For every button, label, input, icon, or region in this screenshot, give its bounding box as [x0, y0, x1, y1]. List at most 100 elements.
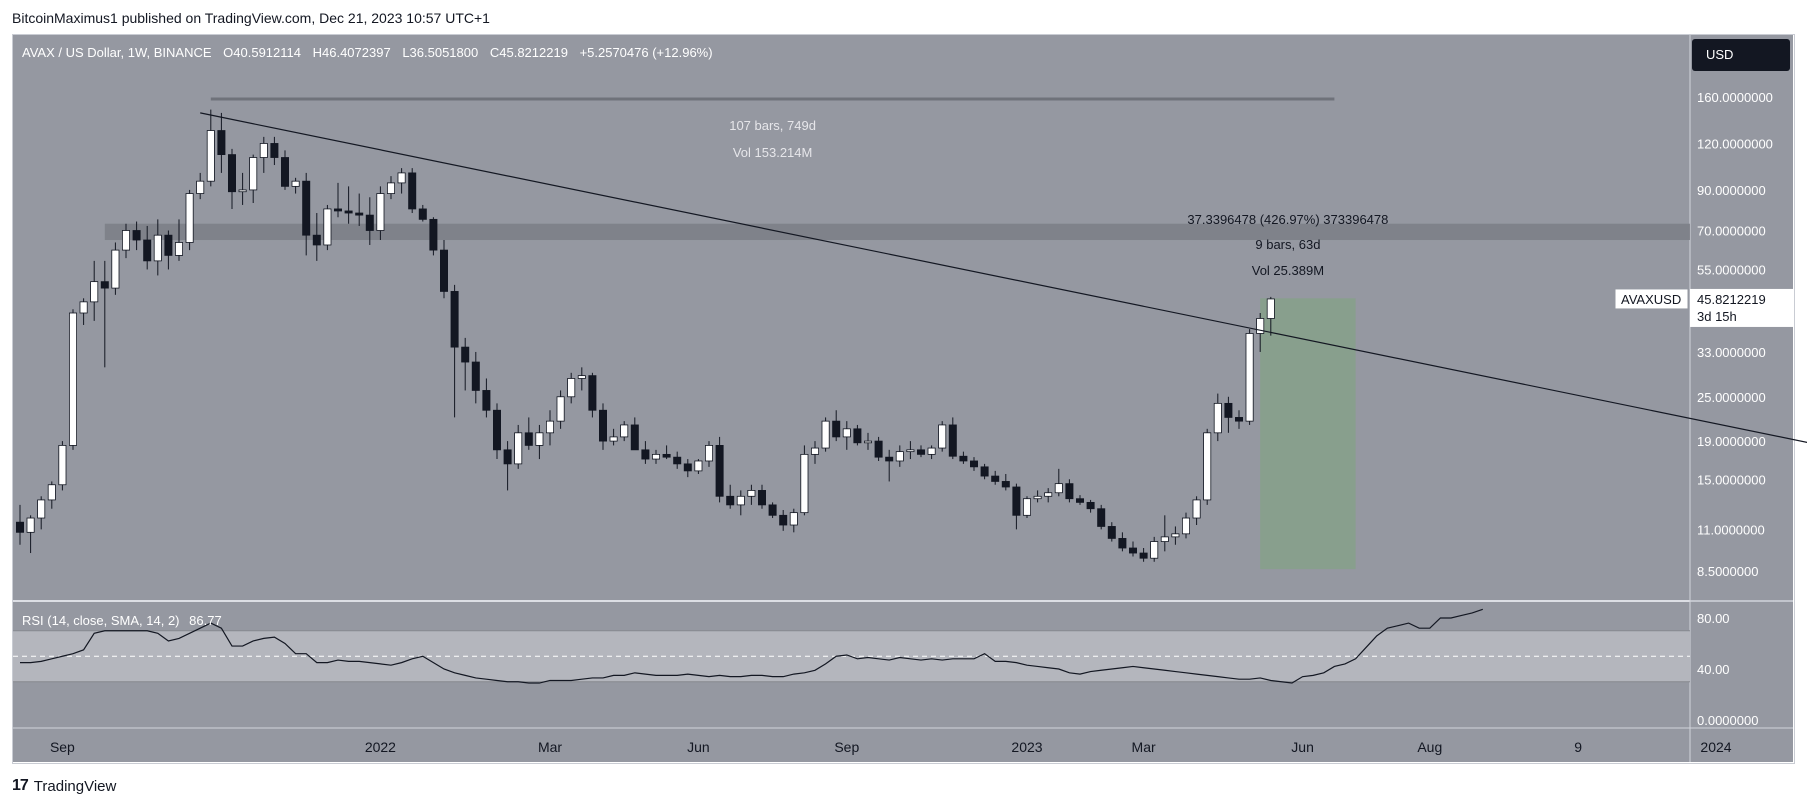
candle-body-up: [386, 182, 395, 194]
range-bars-label: 107 bars, 749d: [729, 118, 816, 133]
candle: [450, 284, 459, 418]
candle-body-up: [1266, 298, 1275, 319]
candle: [1118, 532, 1127, 552]
time-tick-label: Sep: [834, 739, 859, 755]
candle-body-up: [323, 208, 332, 246]
last-price-value: 45.8212219: [1697, 292, 1766, 307]
candle: [779, 510, 788, 531]
candle: [355, 193, 364, 226]
candle: [1033, 490, 1042, 503]
rsi-tick-label: 80.00: [1697, 611, 1730, 626]
candle-body-up: [238, 189, 247, 193]
candle: [948, 417, 957, 460]
candle-body-up: [811, 447, 820, 455]
candle: [397, 168, 406, 194]
candle-body-down: [503, 449, 512, 465]
candle: [906, 441, 915, 460]
candle: [535, 424, 544, 460]
time-axis-bg: [13, 728, 1793, 762]
symbol-tag-label: AVAXUSD: [1621, 292, 1681, 307]
candle-body-down: [683, 463, 692, 472]
candle-body-up: [556, 396, 565, 422]
candle: [832, 410, 841, 442]
candle-body-down: [853, 428, 862, 444]
candle-body-up: [535, 432, 544, 446]
candle-body-up: [927, 447, 936, 455]
candle-body-up: [249, 157, 258, 191]
candle: [492, 403, 501, 460]
candle: [1235, 410, 1244, 429]
candle-body-up: [789, 512, 798, 526]
candle: [132, 221, 141, 251]
rsi-label[interactable]: RSI (14, close, SMA, 14, 2): [22, 613, 180, 628]
time-tick-label: Aug: [1417, 739, 1442, 755]
candle: [249, 154, 258, 203]
candle: [1203, 428, 1212, 505]
candle: [1001, 473, 1010, 491]
candle-body-up: [705, 445, 714, 462]
price-tick-label: 8.5000000: [1697, 564, 1758, 579]
candle-body-up: [895, 451, 904, 462]
candle: [90, 260, 99, 321]
price-tick-label: 160.0000000: [1697, 90, 1773, 105]
symbol-label[interactable]: AVAX / US Dollar, 1W, BINANCE: [22, 45, 212, 60]
candle-body-down: [599, 409, 608, 442]
candle-body-up: [1256, 318, 1265, 334]
low-key: L: [402, 45, 410, 60]
candle-body-up: [747, 490, 756, 497]
candle: [376, 186, 385, 241]
candle: [726, 484, 735, 509]
candle: [758, 484, 767, 509]
candle: [429, 217, 438, 256]
candle: [514, 424, 523, 469]
candle-body-down: [365, 214, 374, 231]
time-tick-label: 2023: [1011, 739, 1042, 755]
candle: [259, 136, 268, 173]
candle-body-down: [1076, 498, 1085, 503]
tradingview-logo[interactable]: 17 TradingView: [12, 777, 116, 795]
candle-body-up: [1160, 536, 1169, 542]
time-tick-label: 2022: [365, 739, 396, 755]
candle: [1076, 495, 1085, 505]
candle: [15, 504, 24, 545]
candle: [386, 176, 395, 200]
candle: [1171, 526, 1180, 545]
candle: [482, 378, 491, 418]
candle-body-up: [26, 517, 35, 533]
price-tick-label: 55.0000000: [1697, 262, 1766, 277]
candle: [736, 490, 745, 516]
candle: [153, 219, 162, 276]
candle-body-down: [588, 375, 597, 411]
candle: [174, 219, 183, 261]
candle: [185, 189, 194, 251]
tradingview-logo-icon: 17: [12, 777, 29, 794]
candle-body-down: [1224, 402, 1233, 418]
candle-body-up: [821, 420, 830, 449]
candle-body-down: [439, 249, 448, 292]
candle-body-up: [1150, 541, 1159, 559]
candle-body-down: [1107, 526, 1116, 539]
candle: [503, 441, 512, 491]
candle: [37, 496, 46, 530]
candle-body-down: [227, 154, 236, 193]
candle-body-down: [779, 514, 788, 526]
currency-button[interactable]: USD: [1692, 39, 1790, 71]
candle-body-up: [609, 436, 618, 442]
price-tick-label: 25.0000000: [1697, 390, 1766, 405]
up-bars-label: 9 bars, 63d: [1255, 237, 1320, 252]
candle-body-up: [174, 242, 183, 256]
price-tick-label: 11.0000000: [1697, 522, 1765, 537]
price-tick-label: 70.0000000: [1697, 224, 1766, 239]
last-price-tag: AVAXUSD 45.8212219 3d 15h: [1614, 288, 1793, 327]
candle: [47, 481, 56, 509]
candle-body-down: [959, 455, 968, 462]
candle: [302, 172, 311, 256]
candle-body-down: [970, 460, 979, 468]
publisher-line: BitcoinMaximus1 published on TradingView…: [12, 10, 490, 26]
up-vol-label: Vol 25.389M: [1252, 263, 1324, 278]
candle-body-up: [694, 460, 703, 472]
open-value: 40.5912114: [233, 45, 301, 60]
candle-body-up: [1182, 517, 1191, 535]
candle-body-up: [79, 301, 88, 314]
